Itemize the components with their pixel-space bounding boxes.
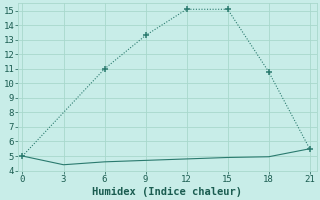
X-axis label: Humidex (Indice chaleur): Humidex (Indice chaleur)	[92, 186, 243, 197]
